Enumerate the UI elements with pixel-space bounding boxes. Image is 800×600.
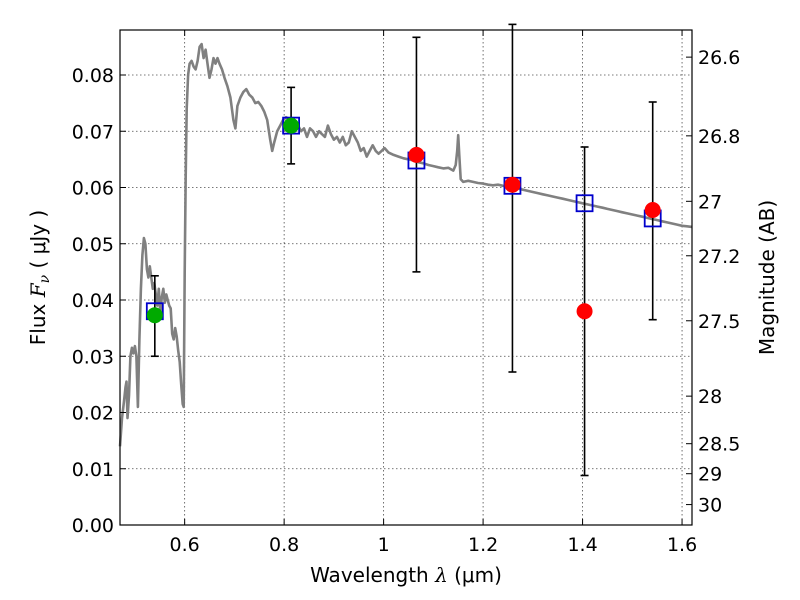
x-tick-label: 1.6: [667, 534, 697, 556]
magnitude-tick-label: 29: [698, 464, 722, 486]
grid-lines: [120, 30, 692, 526]
x-tick-label: 0.8: [269, 534, 299, 556]
magnitude-tick-label: 28: [698, 386, 722, 408]
x-tick-label: 1.4: [567, 534, 597, 556]
y-tick-label: 0.08: [72, 65, 114, 87]
x-tick-label: 1: [378, 534, 390, 556]
x-tick-label: 0.6: [170, 534, 200, 556]
y-axis-label: Flux Fν ( μJy ): [26, 210, 53, 345]
magnitude-tick-label: 30: [698, 495, 722, 517]
magnitude-axis-label: Magnitude (AB): [755, 200, 779, 355]
y-tick-label: 0.04: [72, 290, 114, 312]
y-axis-label-prefix: Flux: [26, 297, 50, 345]
observed-flux-point: [644, 202, 661, 218]
x-axis-label-prefix: Wavelength: [310, 563, 435, 587]
y-axis-label-symbol: F: [26, 282, 50, 298]
error-bars-layer: [150, 23, 657, 477]
x-axis-label-unit: (μm): [448, 563, 502, 587]
magnitude-tick-label: 27.2: [698, 246, 740, 268]
observed-flux-point: [576, 303, 593, 320]
observed-flux-point: [504, 176, 521, 193]
observed-flux-point: [146, 307, 163, 324]
plot-frame: [119, 29, 693, 526]
magnitude-tick-label: 27.5: [698, 311, 740, 333]
magnitude-tick-label: 28.5: [698, 434, 740, 456]
magnitude-tick-label: 26.8: [698, 126, 740, 148]
y-tick-label: 0.00: [72, 515, 114, 537]
observed-flux-point: [283, 117, 300, 134]
y-tick-label: 0.02: [72, 403, 114, 425]
x-tick-label: 1.2: [468, 534, 498, 556]
y-tick-label: 0.05: [72, 234, 114, 256]
sed-model-curve: [118, 42, 693, 447]
x-axis-label: Wavelength λ (μm): [310, 563, 502, 587]
magnitude-tick-label: 26.6: [698, 47, 740, 69]
y-tick-label: 0.07: [72, 121, 114, 143]
magnitude-tick-label: 27: [698, 191, 722, 213]
y-tick-label: 0.01: [72, 459, 114, 481]
markers-layer: [145, 116, 662, 324]
y-axis-label-subscript: ν: [37, 274, 53, 283]
ticks-layer: 0.6 0.8 1 1.2 1.4 1.6 0.00 0.01 0.02 0.03 0.04 0.05…: [72, 30, 740, 556]
x-axis-label-symbol: λ: [434, 563, 448, 587]
y-axis-label-unit: ( μJy ): [26, 210, 50, 275]
y-tick-label: 0.03: [72, 346, 114, 368]
model-photometry-square: [575, 194, 594, 213]
y-tick-label: 0.06: [72, 178, 114, 200]
sed-curve-layer: [118, 42, 693, 447]
observed-flux-point: [408, 146, 425, 163]
